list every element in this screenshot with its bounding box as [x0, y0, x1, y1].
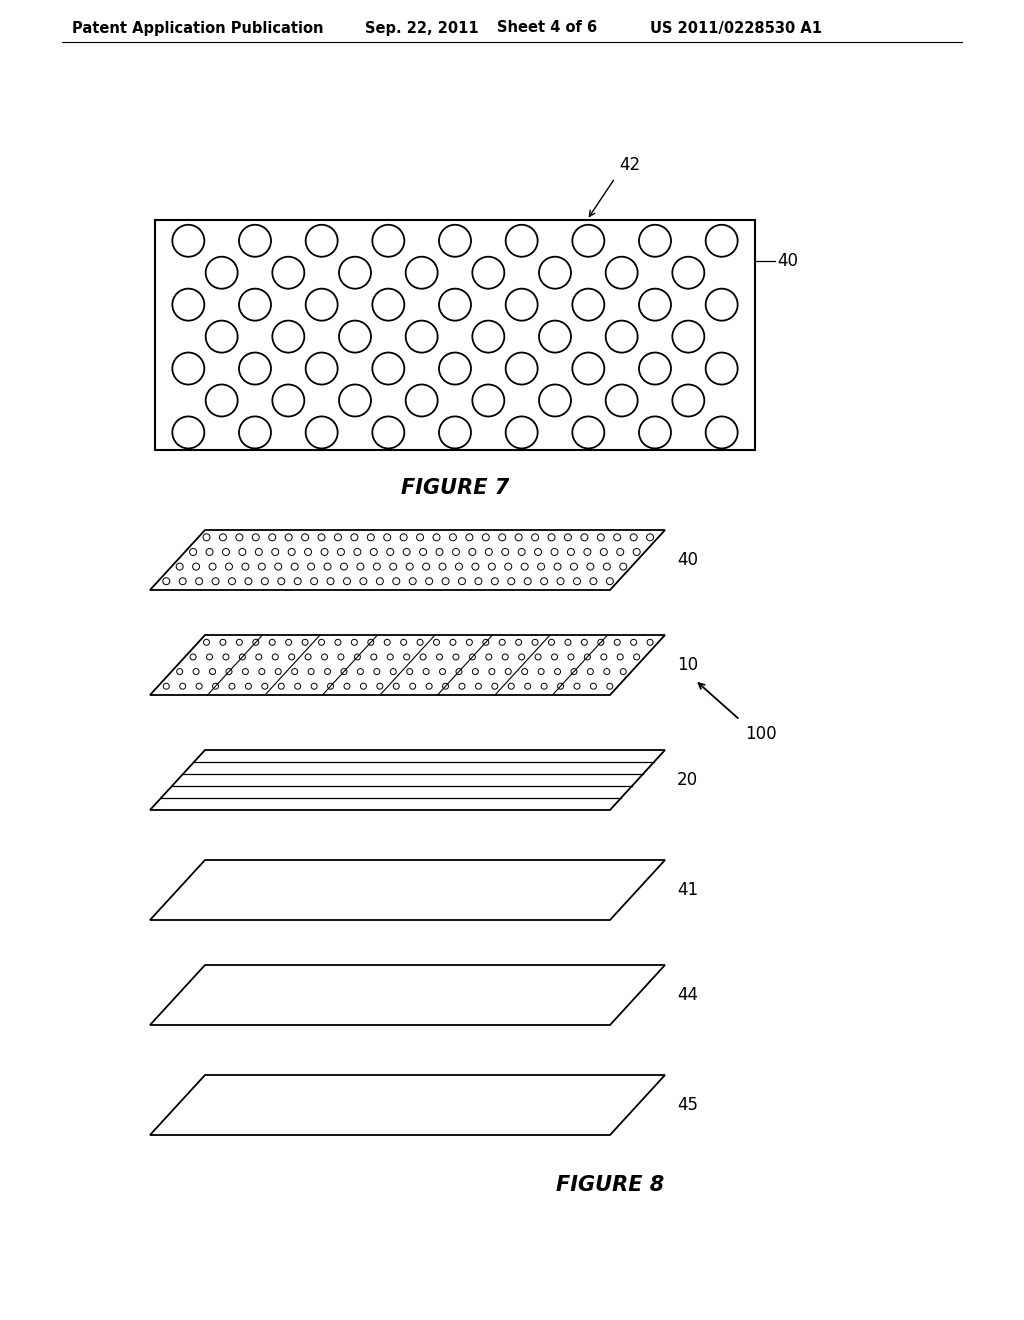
Text: 41: 41: [677, 880, 698, 899]
Polygon shape: [150, 1074, 665, 1135]
Text: US 2011/0228530 A1: US 2011/0228530 A1: [650, 21, 822, 36]
Text: 20: 20: [677, 771, 698, 789]
Polygon shape: [150, 750, 665, 810]
Text: 40: 40: [777, 252, 798, 271]
Text: FIGURE 8: FIGURE 8: [556, 1175, 665, 1195]
Polygon shape: [150, 965, 665, 1026]
Text: 44: 44: [677, 986, 698, 1005]
Text: Sep. 22, 2011: Sep. 22, 2011: [365, 21, 478, 36]
Polygon shape: [150, 531, 665, 590]
Text: Sheet 4 of 6: Sheet 4 of 6: [497, 21, 597, 36]
Text: Patent Application Publication: Patent Application Publication: [72, 21, 324, 36]
Polygon shape: [150, 635, 665, 696]
Bar: [155, 220, 755, 450]
Text: 100: 100: [745, 725, 776, 743]
Polygon shape: [150, 861, 665, 920]
Text: 45: 45: [677, 1096, 698, 1114]
Text: 42: 42: [618, 156, 640, 174]
Text: 40: 40: [677, 550, 698, 569]
Text: FIGURE 7: FIGURE 7: [400, 478, 509, 498]
Text: 10: 10: [677, 656, 698, 675]
